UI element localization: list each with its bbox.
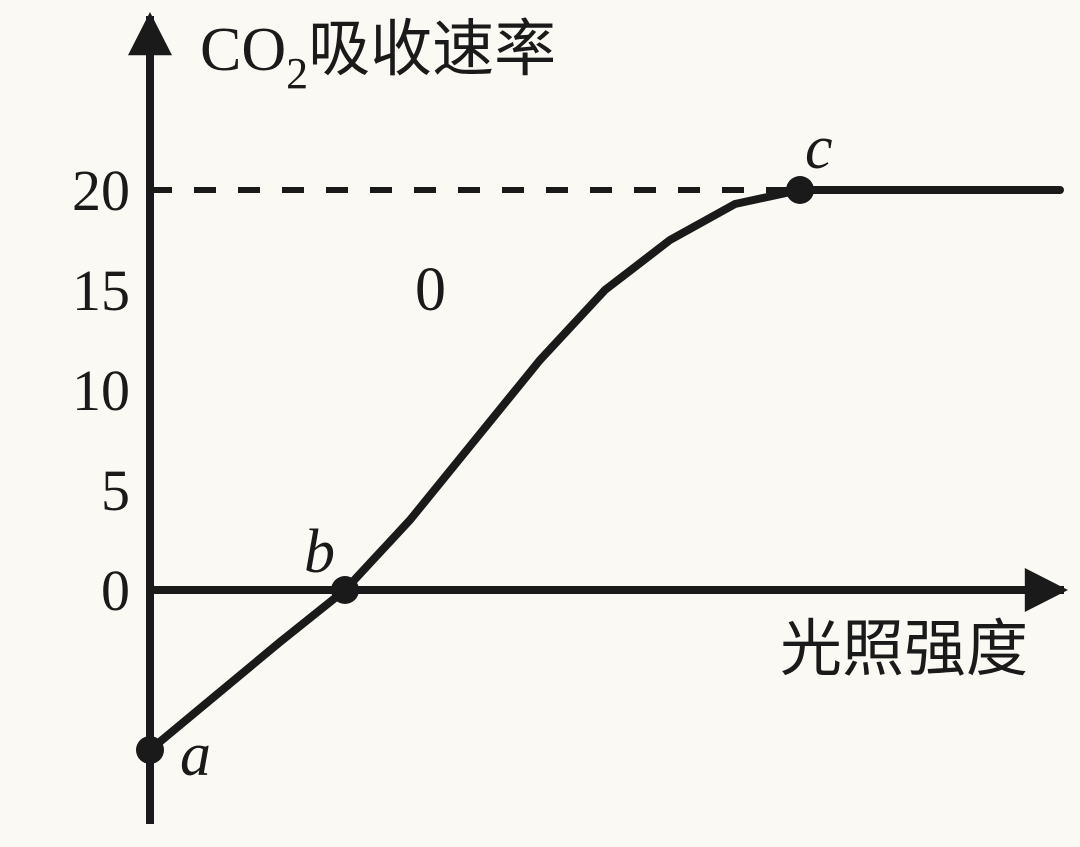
- point-a-label: a: [180, 721, 211, 789]
- y-tick-label: 15: [72, 258, 130, 323]
- point-a: [136, 736, 164, 764]
- point-b: [331, 576, 359, 604]
- y-tick-label: 5: [101, 458, 130, 523]
- y-tick-label: 0: [101, 558, 130, 623]
- y-tick-label: 10: [72, 358, 130, 423]
- x-axis-title: 光照强度: [780, 616, 1028, 684]
- point-c-label: c: [805, 114, 833, 182]
- point-b-label: b: [304, 518, 335, 586]
- y-axis-title: CO2吸收速率: [200, 16, 556, 98]
- y-axis-arrow: [128, 12, 172, 55]
- y-tick-label: 20: [72, 158, 130, 223]
- chart-svg: 0 5 10 15 20 a b c 0 CO2吸收速率光照强度: [0, 0, 1080, 847]
- photosynthesis-chart: 0 5 10 15 20 a b c 0 CO2吸收速率光照强度: [0, 0, 1080, 847]
- region-label: 0: [415, 256, 446, 324]
- x-axis-arrow: [1025, 568, 1068, 612]
